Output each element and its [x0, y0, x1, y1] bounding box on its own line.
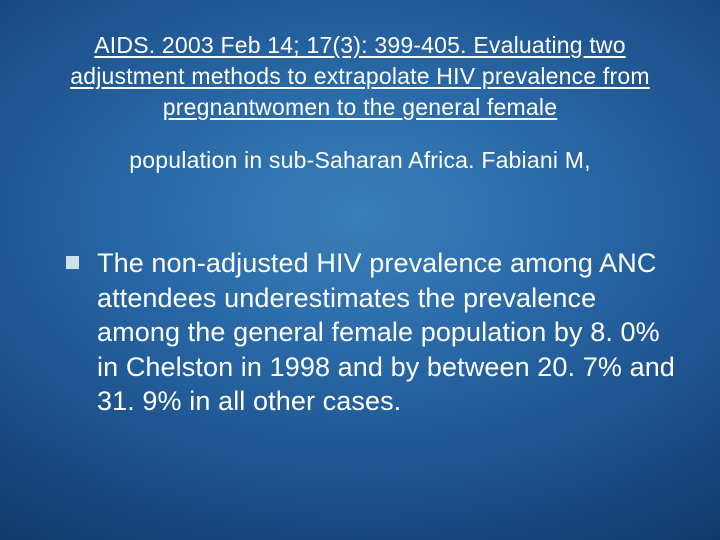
bullet-square-icon: [66, 256, 79, 269]
body-text: The non-adjusted HIV prevalence among AN…: [97, 246, 680, 419]
slide-body: The non-adjusted HIV prevalence among AN…: [60, 246, 680, 419]
title-line-1: AIDS. 2003 Feb 14; 17(3): 399-405. Evalu…: [50, 30, 670, 123]
slide-title: AIDS. 2003 Feb 14; 17(3): 399-405. Evalu…: [50, 30, 670, 176]
title-line-2: population in sub-Saharan Africa. Fabian…: [50, 145, 670, 176]
